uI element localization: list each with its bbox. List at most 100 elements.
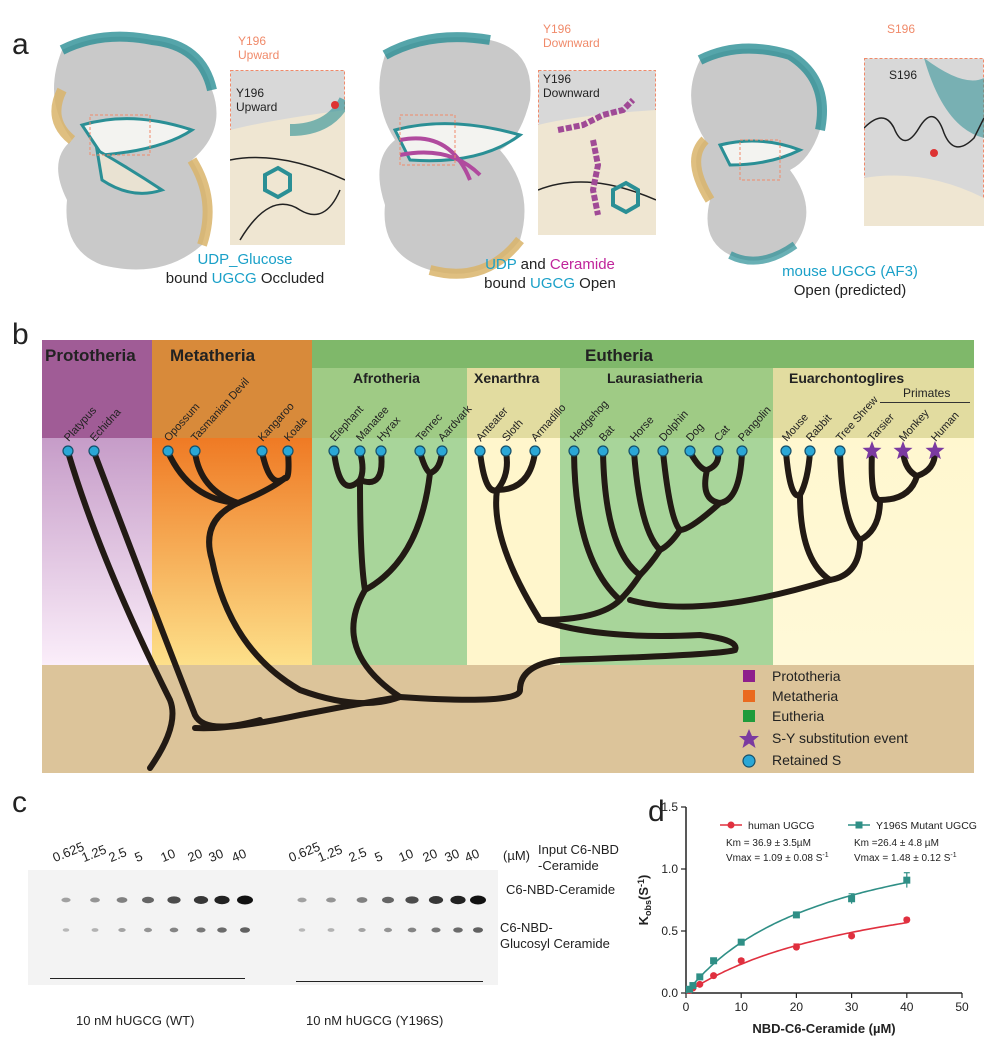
struct1-zoom-label-line2: Upward bbox=[236, 100, 278, 114]
struct1-caption-ligand: UDP_Glucose bbox=[197, 251, 293, 268]
gel-band-ceramide bbox=[167, 896, 181, 904]
group2-label: 10 nM hUGCG (Y196S) bbox=[306, 1013, 444, 1028]
x-tick-label: 50 bbox=[955, 1000, 969, 1014]
struct2-zoom-label-line2: Downward bbox=[543, 86, 600, 100]
band2-label-line2: Glucosyl Ceramide bbox=[500, 936, 610, 951]
legend-swatch-metatheria bbox=[743, 690, 755, 702]
structure2-surface bbox=[379, 32, 531, 279]
panel-a-letter: a bbox=[12, 28, 29, 61]
legend-label-substitution: S-Y substitution event bbox=[772, 730, 908, 746]
gel-band-glucosylceramide bbox=[431, 927, 441, 933]
legend-name-1: Y196S Mutant UGCG bbox=[876, 820, 977, 832]
gel-band-ceramide bbox=[193, 896, 209, 904]
tip-circle-tree-shrew bbox=[834, 445, 846, 457]
gel-band-glucosylceramide bbox=[196, 927, 206, 933]
gel-band-glucosylceramide bbox=[358, 927, 366, 933]
lane-label: 1.25 bbox=[315, 841, 345, 865]
data-point-1 bbox=[685, 985, 693, 993]
tip-circle-rabbit bbox=[804, 445, 816, 457]
tip-circle-pangolin bbox=[736, 445, 748, 457]
tip-circle-platypus bbox=[62, 445, 74, 457]
data-point-1 bbox=[696, 973, 704, 981]
data-point-1 bbox=[903, 876, 911, 884]
gel-band-ceramide bbox=[61, 897, 71, 903]
legend-star-icon bbox=[739, 729, 759, 748]
lane-label: 30 bbox=[442, 845, 462, 865]
unit-label: (µM) bbox=[503, 848, 530, 863]
tip-circle-dog bbox=[684, 445, 696, 457]
struct3-caption: mouse UGCG (AF3) Open (predicted) bbox=[760, 262, 940, 300]
tip-circle-tenrec bbox=[414, 445, 426, 457]
gel-band-glucosylceramide bbox=[169, 927, 179, 933]
clade-metatheria: Metatheria bbox=[170, 346, 256, 365]
data-point-1 bbox=[792, 911, 800, 919]
tip-circle-armadillo bbox=[529, 445, 541, 457]
gel-band-ceramide bbox=[470, 895, 486, 905]
band2-label: C6-NBD- Glucosyl Ceramide bbox=[500, 920, 610, 952]
tip-star-tarsier bbox=[862, 441, 882, 460]
gel-band-glucosylceramide bbox=[144, 927, 152, 933]
lane-label: 2.5 bbox=[346, 844, 369, 865]
struct3-zoom-label: S196 bbox=[889, 68, 918, 82]
gel-band-glucosylceramide bbox=[473, 927, 483, 933]
panel-c-letter: c bbox=[12, 786, 27, 819]
struct3-zoom-box bbox=[864, 58, 984, 226]
struct2-caption: UDP and Ceramide bound UGCG Open bbox=[440, 255, 660, 293]
gel-band-ceramide bbox=[326, 897, 336, 903]
tip-star-monkey bbox=[893, 441, 913, 460]
y-tick-label: 0.5 bbox=[661, 924, 678, 938]
struct2-caption-bound: bound bbox=[484, 275, 530, 292]
lane-label: 2.5 bbox=[106, 844, 129, 865]
fit-curve-1 bbox=[685, 881, 907, 994]
x-tick-label: 30 bbox=[845, 1000, 859, 1014]
gel-band-ceramide bbox=[450, 895, 466, 905]
lane-label: 30 bbox=[206, 845, 226, 865]
tip-circle-tasmanian-devil bbox=[189, 445, 201, 457]
struct1-caption-protein: UGCG bbox=[211, 270, 257, 287]
gel-band-glucosylceramide bbox=[91, 928, 99, 932]
tip-circle-hedgehog bbox=[568, 445, 580, 457]
lane-label: 5 bbox=[132, 848, 145, 865]
kinetics-chart: 0 10 20 30 40 50 0.0 0.5 1.0 1.5 NBD-C6-Ceramide (… bbox=[636, 800, 977, 1036]
gel-band-ceramide bbox=[116, 897, 128, 903]
fit-curve-0 bbox=[685, 921, 907, 994]
structure1-surface bbox=[51, 31, 217, 270]
gel-band-glucosylceramide bbox=[62, 928, 70, 932]
legend-name-0: human UGCG bbox=[748, 820, 815, 832]
struct2-caption-state: Open bbox=[575, 275, 616, 292]
lane-label: 40 bbox=[462, 845, 482, 865]
gel-band-ceramide bbox=[297, 897, 307, 903]
struct2-caption-ligand1: UDP bbox=[485, 256, 517, 273]
struct3-caption-line1: mouse UGCG (AF3) bbox=[782, 263, 918, 280]
struct2-top-label-line2: Downward bbox=[543, 36, 600, 50]
tip-circle-cat bbox=[712, 445, 724, 457]
tip-star-human bbox=[925, 441, 945, 460]
data-point-1 bbox=[737, 938, 745, 946]
input-label-line1: Input C6-NBD bbox=[538, 842, 619, 857]
subclade-laurasiatheria: Laurasiatheria bbox=[607, 370, 703, 386]
gel-band-ceramide bbox=[405, 896, 419, 904]
tip-circle-echidna bbox=[88, 445, 100, 457]
structure3-surface bbox=[691, 43, 827, 265]
tip-circle-manatee bbox=[354, 445, 366, 457]
struct2-caption-protein: UGCG bbox=[530, 275, 575, 292]
subclade-primates: Primates bbox=[903, 386, 951, 400]
panel-b-letter: b bbox=[12, 318, 29, 351]
input-label: Input C6-NBD -Ceramide bbox=[538, 842, 619, 874]
phylogeny-figure bbox=[42, 340, 974, 773]
struct1-caption-bound: bound bbox=[165, 270, 212, 287]
legend-label-retained: Retained S bbox=[772, 752, 842, 768]
lane-label: 20 bbox=[420, 845, 440, 865]
struct1-zoom-box bbox=[230, 70, 345, 245]
data-point-1 bbox=[689, 982, 697, 990]
gel-band-ceramide bbox=[90, 897, 100, 903]
struct2-zoom-box bbox=[538, 70, 656, 235]
gel-band-glucosylceramide bbox=[217, 927, 227, 933]
gel-band-glucosylceramide bbox=[298, 928, 306, 932]
lane-label: 10 bbox=[396, 845, 416, 865]
struct2-zoom-label: Y196 Downward bbox=[543, 72, 600, 100]
x-tick-label: 10 bbox=[735, 1000, 749, 1014]
struct2-caption-ligand2: Ceramide bbox=[549, 256, 615, 273]
x-tick-label: 20 bbox=[790, 1000, 804, 1014]
input-label-line2: -Ceramide bbox=[538, 858, 599, 873]
